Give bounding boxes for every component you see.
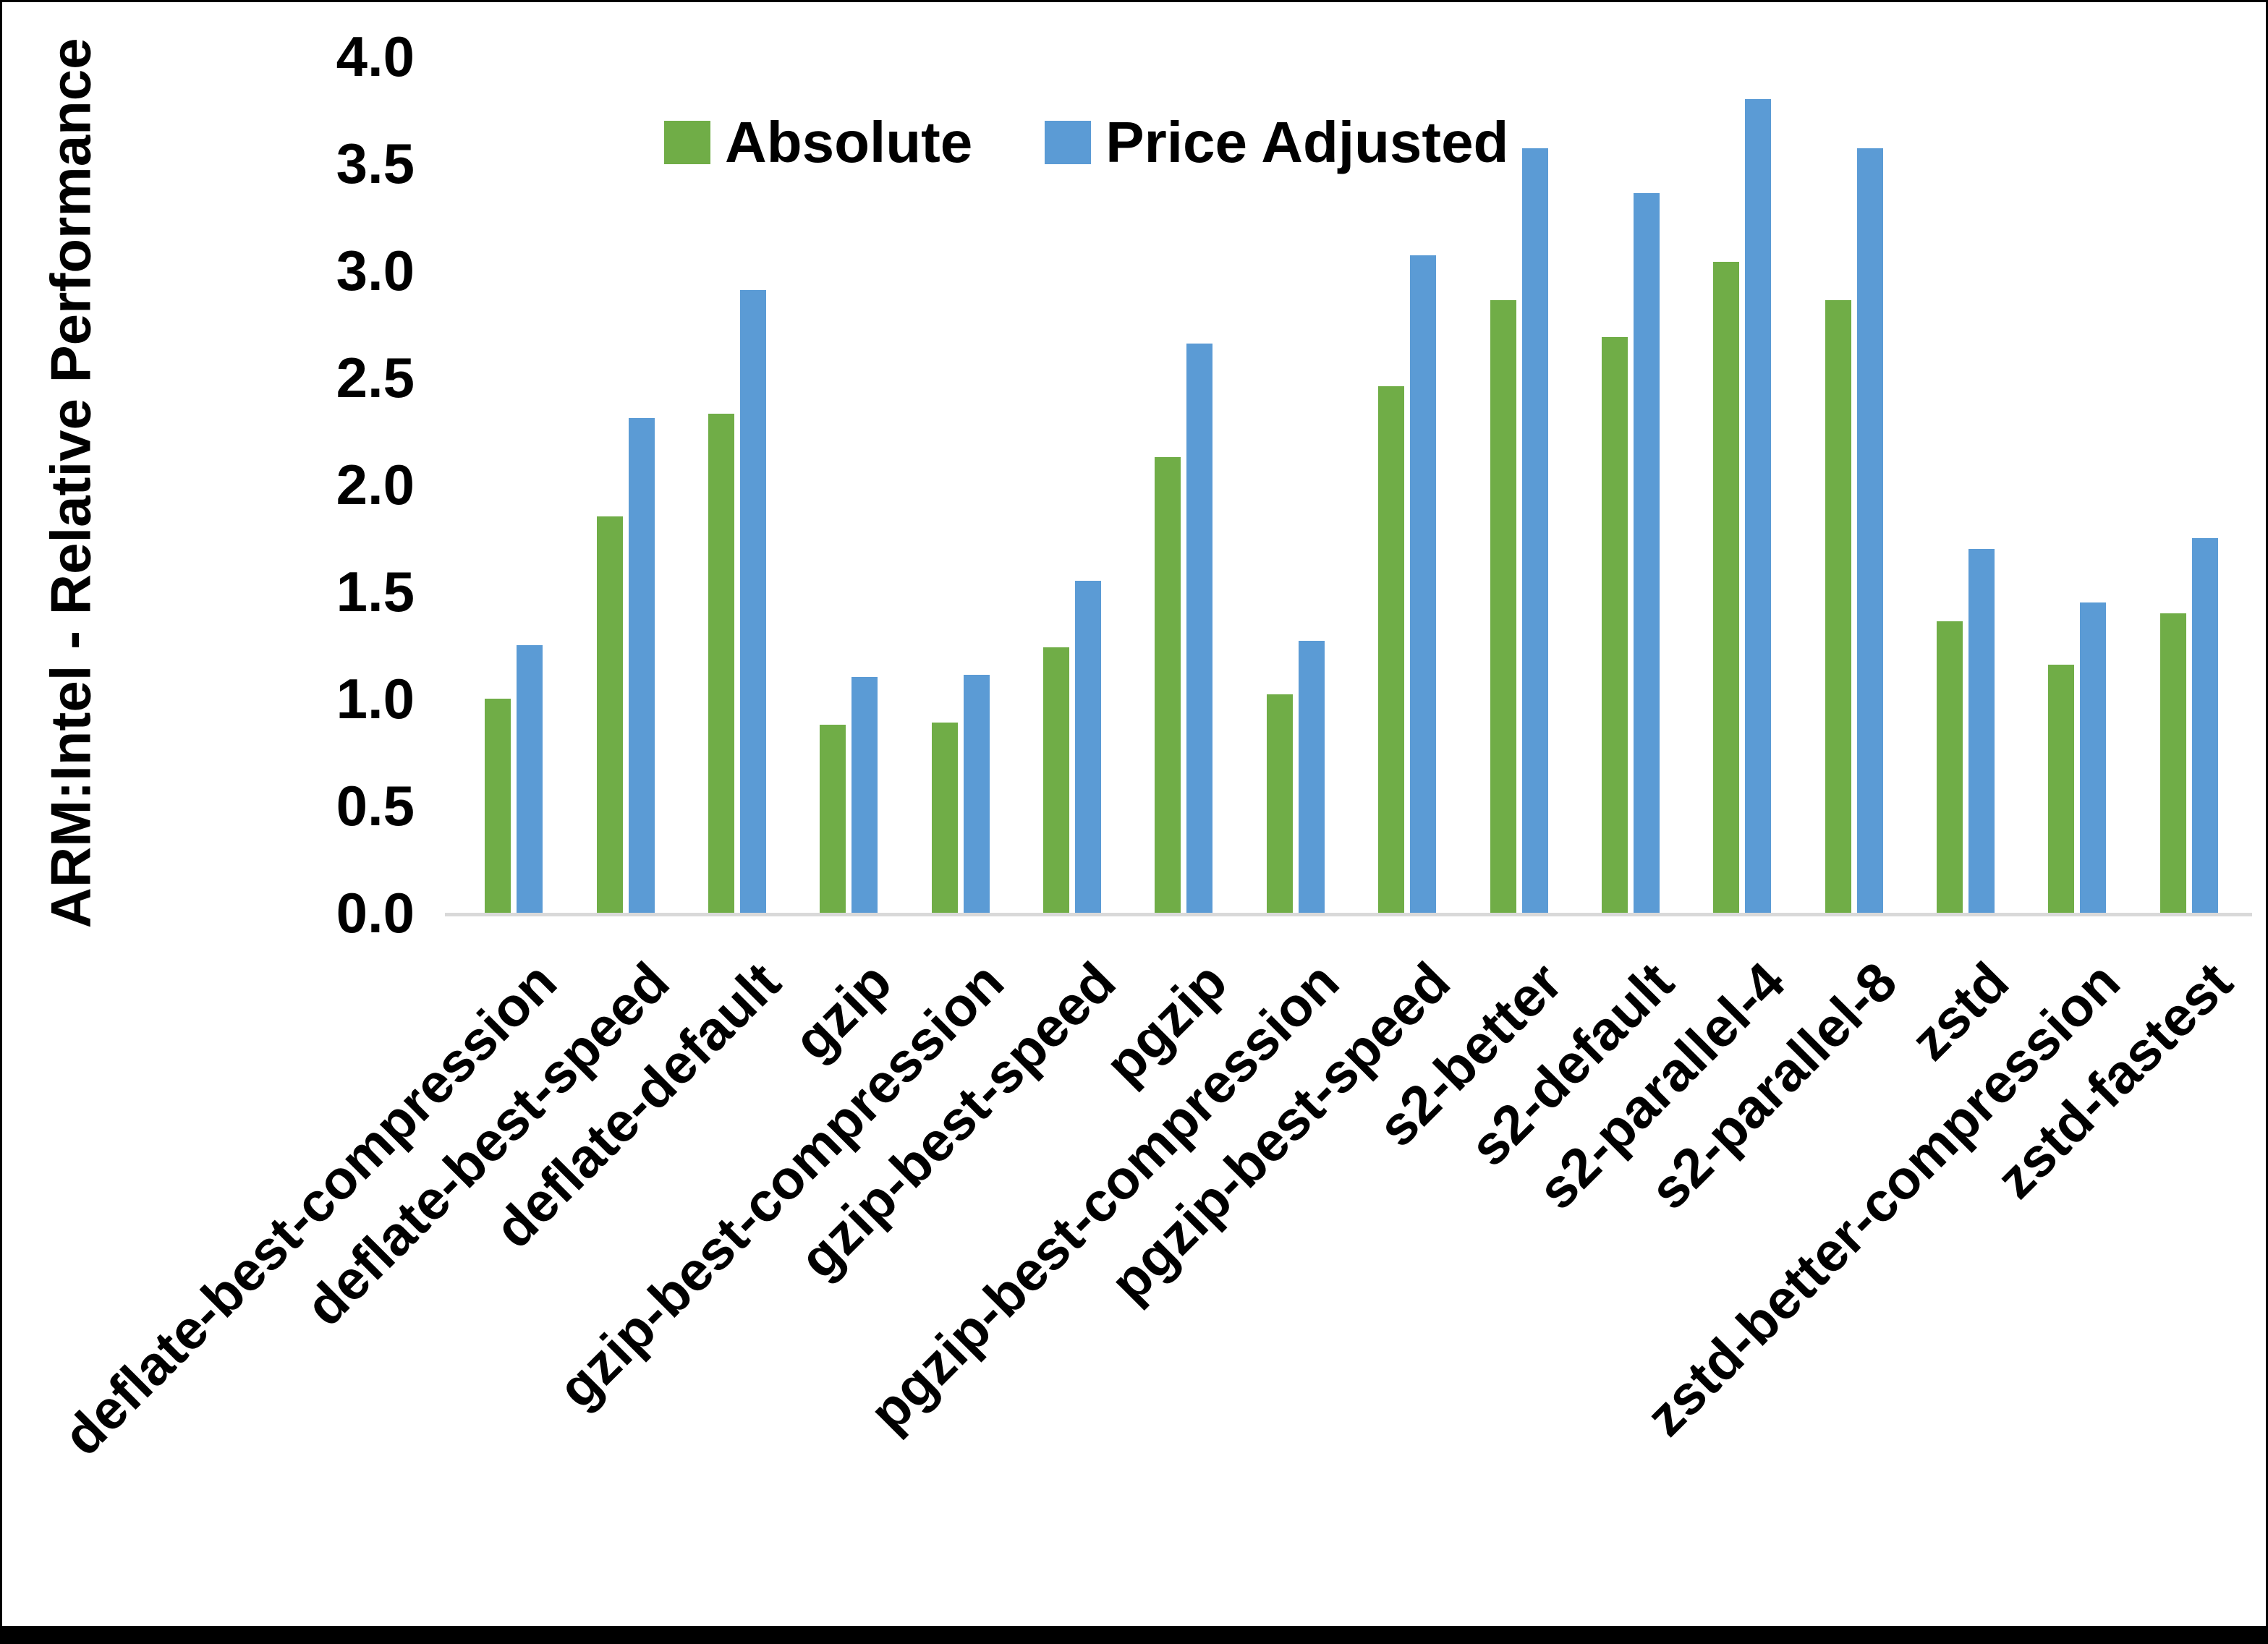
bar-absolute-gzip: [820, 725, 846, 913]
bar-absolute-gzip-best-compression: [932, 723, 958, 913]
x-axis-line: [445, 913, 2252, 916]
y-axis-tick-label-3.5: 3.5: [336, 132, 415, 195]
bar-price-adjusted-zstd-better-compression: [2080, 602, 2106, 913]
y-axis-title: ARM:Intel - Relative Performance: [38, 38, 103, 929]
legend-item-absolute: Absolute: [664, 109, 972, 176]
legend: Absolute Price Adjusted: [664, 109, 1508, 176]
bar-price-adjusted-s2-parallel-8: [1857, 148, 1883, 913]
bottom-border-bar: [2, 1626, 2266, 1642]
bar-price-adjusted-deflate-default: [740, 290, 766, 913]
bar-absolute-deflate-default: [708, 414, 734, 913]
bar-absolute-zstd-better-compression: [2048, 665, 2074, 913]
bar-price-adjusted-s2-default: [1634, 193, 1660, 913]
legend-swatch-icon-absolute: [664, 121, 710, 164]
bar-price-adjusted-zstd-fastest: [2192, 538, 2218, 913]
bar-price-adjusted-gzip-best-speed: [1075, 581, 1101, 913]
y-axis-tick-label-3.0: 3.0: [336, 239, 415, 302]
bar-absolute-pgzip-best-speed: [1378, 386, 1404, 913]
bar-price-adjusted-s2-better: [1522, 148, 1548, 913]
legend-label-price-adjusted: Price Adjusted: [1105, 110, 1509, 174]
bar-absolute-s2-parallel-8: [1825, 300, 1851, 913]
bar-price-adjusted-gzip: [851, 677, 878, 913]
legend-item-price-adjusted: Price Adjusted: [1045, 109, 1508, 176]
legend-label-absolute: Absolute: [725, 110, 973, 174]
bar-price-adjusted-s2-parallel-4: [1745, 99, 1771, 913]
y-axis-tick-label-2.5: 2.5: [336, 346, 415, 409]
y-axis-tick-label-2.0: 2.0: [336, 453, 415, 516]
bar-absolute-zstd: [1937, 621, 1963, 913]
bar-price-adjusted-deflate-best-speed: [629, 418, 655, 913]
y-axis-tick-label-1.0: 1.0: [336, 667, 415, 731]
bar-price-adjusted-deflate-best-compression: [517, 645, 543, 913]
y-axis-tick-label-1.5: 1.5: [336, 560, 415, 623]
y-axis-tick-label-0.0: 0.0: [336, 881, 415, 945]
bar-absolute-s2-better: [1490, 300, 1516, 913]
bar-absolute-pgzip-best-compression: [1267, 694, 1293, 913]
bar-absolute-s2-default: [1602, 337, 1628, 913]
bar-price-adjusted-pgzip-best-compression: [1299, 641, 1325, 913]
y-axis-tick-label-0.5: 0.5: [336, 774, 415, 838]
bar-price-adjusted-pgzip: [1186, 344, 1212, 913]
bar-absolute-gzip-best-speed: [1043, 647, 1069, 913]
bar-absolute-deflate-best-speed: [597, 516, 623, 913]
bar-absolute-deflate-best-compression: [485, 699, 511, 913]
y-axis-tick-label-4.0: 4.0: [336, 25, 415, 88]
bar-absolute-s2-parallel-4: [1713, 262, 1739, 913]
bar-price-adjusted-pgzip-best-speed: [1410, 255, 1436, 913]
legend-swatch-icon-price-adjusted: [1045, 121, 1092, 164]
bar-price-adjusted-gzip-best-compression: [964, 675, 990, 913]
bar-price-adjusted-zstd: [1968, 549, 1995, 913]
bar-absolute-zstd-fastest: [2160, 613, 2186, 913]
bar-absolute-pgzip: [1155, 457, 1181, 913]
